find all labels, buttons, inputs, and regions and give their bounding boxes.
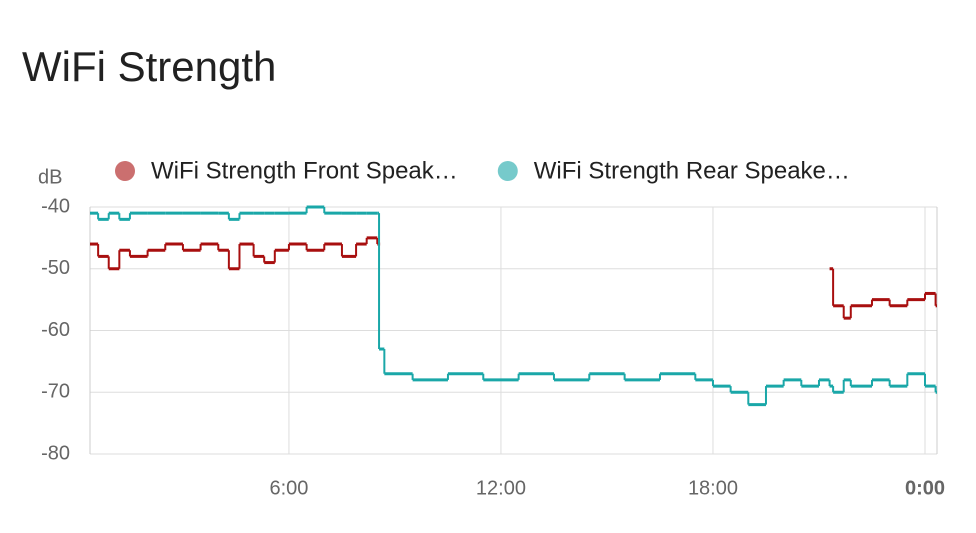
chart-title: WiFi Strength <box>22 43 276 90</box>
series <box>90 236 937 320</box>
y-tick-label: -70 <box>41 381 70 403</box>
series <box>90 205 937 407</box>
x-tick-label: 0:00 <box>905 477 945 499</box>
y-tick-label: -80 <box>41 442 70 464</box>
legend-label: WiFi Strength Rear Speake… <box>534 157 850 184</box>
y-tick-label: -60 <box>41 319 70 341</box>
legend-label: WiFi Strength Front Speak… <box>151 157 458 184</box>
y-axis-label: dB <box>38 166 62 188</box>
x-tick-label: 6:00 <box>269 477 308 499</box>
y-tick-label: -40 <box>41 195 70 217</box>
y-tick-label: -50 <box>41 257 70 279</box>
legend-marker <box>497 161 518 181</box>
legend: WiFi Strength Front Speak… WiFi Strength … <box>115 157 850 184</box>
legend-marker <box>115 161 135 181</box>
x-tick-label: 18:00 <box>688 477 738 499</box>
x-tick-label: 12:00 <box>476 477 526 499</box>
